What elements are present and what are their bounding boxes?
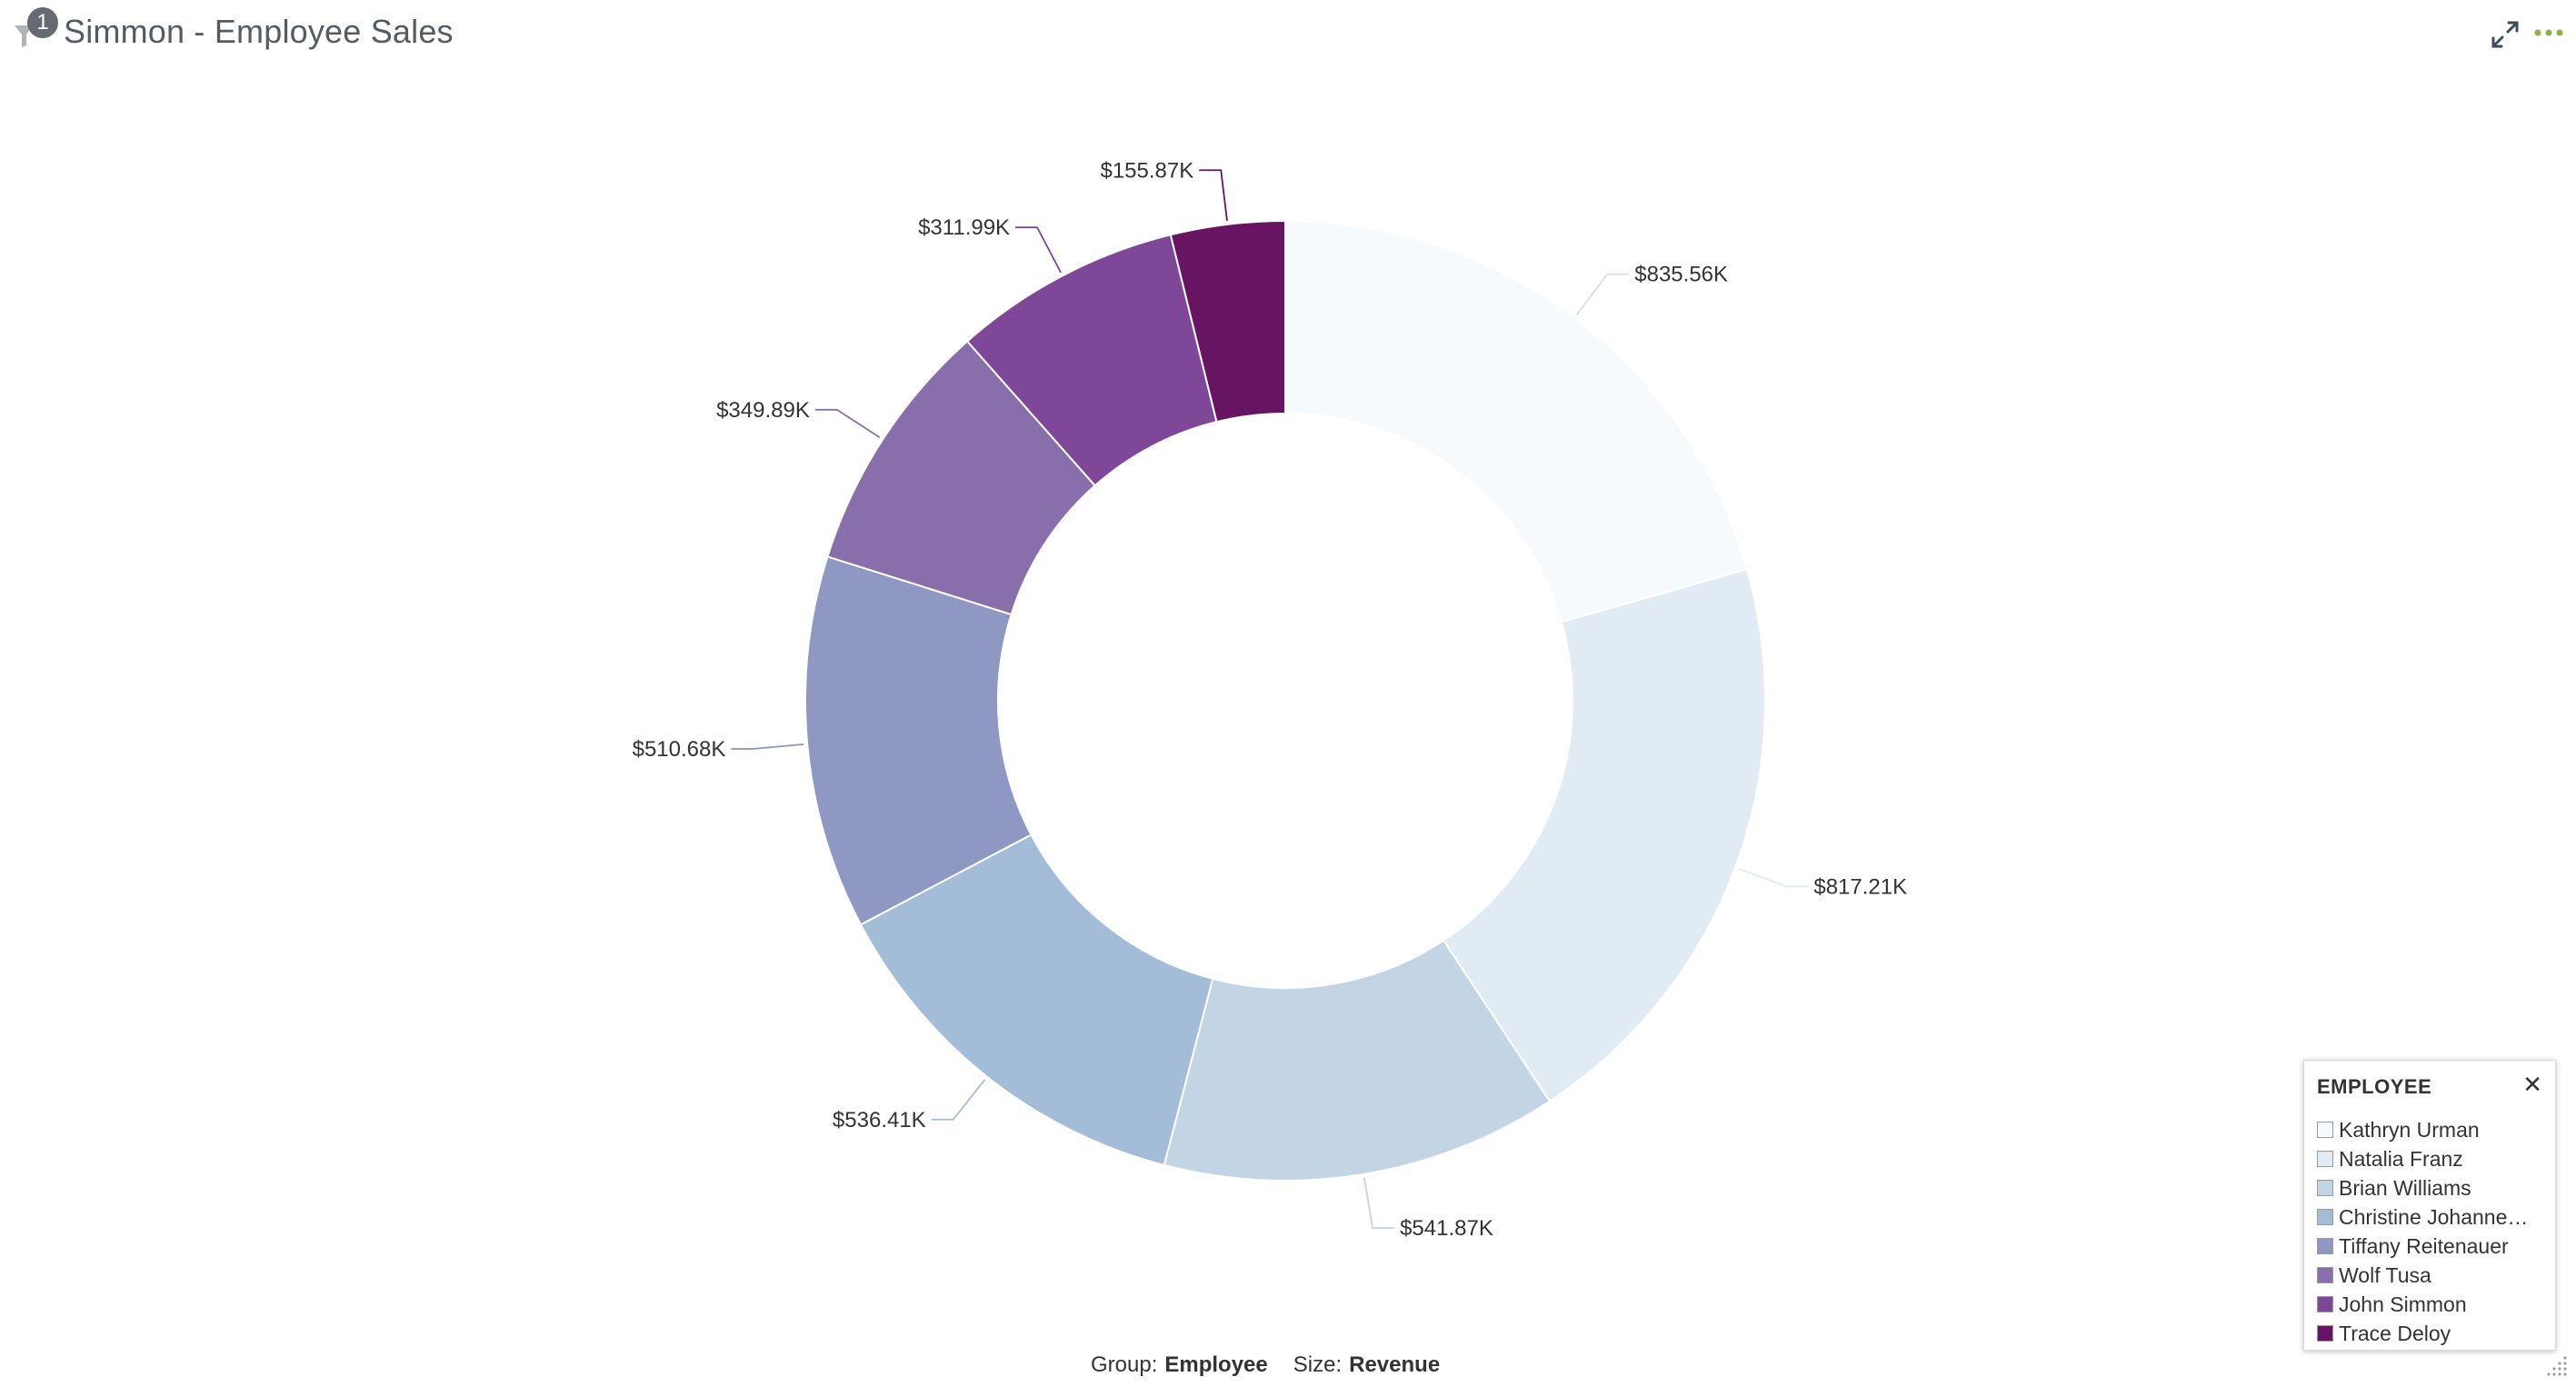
data-labels: $835.56K $817.21K $541.87K $536.41K $510.68K…: [633, 158, 1908, 1241]
data-label: $349.89K: [716, 398, 810, 423]
filter-icon[interactable]: [13, 13, 60, 49]
legend-label: John Simmon: [2339, 1292, 2467, 1316]
data-label: $541.87K: [1400, 1216, 1493, 1241]
donut-slice[interactable]: [1284, 219, 1749, 624]
label-leader-line: [1199, 169, 1228, 221]
donut-slice[interactable]: [1442, 568, 1766, 1103]
legend-swatch: [2317, 1325, 2333, 1342]
legend-swatch: [2317, 1267, 2333, 1283]
legend-item[interactable]: Christine Johanne…: [2317, 1202, 2542, 1232]
data-label: $835.56K: [1634, 263, 1728, 287]
legend-label: Tiffany Reitenauer: [2339, 1233, 2509, 1258]
legend-swatch: [2317, 1209, 2333, 1225]
group-label: Group:: [1091, 1352, 1158, 1377]
data-label: $536.41K: [833, 1108, 926, 1133]
label-leader-line: [814, 408, 881, 439]
legend-swatch: [2317, 1122, 2333, 1138]
legend-item[interactable]: Kathryn Urman: [2317, 1115, 2542, 1144]
legend-label: Christine Johanne…: [2339, 1204, 2529, 1229]
resize-grip-icon[interactable]: [2541, 1351, 2569, 1378]
donut-slice[interactable]: [859, 833, 1214, 1167]
widget-title: Simmon - Employee Sales: [64, 13, 454, 50]
legend-title: EMPLOYEE: [2317, 1075, 2432, 1098]
data-label: $817.21K: [1813, 874, 1907, 899]
legend-swatch: [2317, 1180, 2333, 1196]
legend-item[interactable]: Brian Williams: [2317, 1173, 2542, 1202]
close-icon[interactable]: ✕: [2522, 1072, 2542, 1099]
donut-slice[interactable]: [1163, 939, 1552, 1182]
label-leader-line: [731, 743, 804, 750]
legend-item[interactable]: John Simmon: [2317, 1290, 2542, 1319]
legend-swatch: [2317, 1151, 2333, 1167]
data-label: $155.87K: [1100, 158, 1193, 183]
expand-icon[interactable]: [2487, 16, 2523, 53]
filter-count-badge[interactable]: 1: [27, 7, 58, 38]
legend-label: Brian Williams: [2339, 1175, 2471, 1200]
donut-slices: [804, 219, 1766, 1182]
data-label: $311.99K: [918, 215, 1010, 240]
label-leader-line: [1015, 226, 1062, 274]
more-options-icon[interactable]: [2532, 22, 2565, 44]
size-value[interactable]: Revenue: [1349, 1352, 1441, 1377]
legend-swatch: [2317, 1238, 2333, 1254]
label-leader-lines: [731, 169, 1809, 1229]
legend-label: Wolf Tusa: [2339, 1262, 2431, 1287]
widget-header: 1 Simmon - Employee Sales: [0, 0, 2576, 73]
label-leader-line: [1363, 1177, 1395, 1229]
group-value[interactable]: Employee: [1164, 1352, 1268, 1377]
donut-slice[interactable]: [804, 555, 1033, 926]
donut-slice[interactable]: [1169, 219, 1286, 424]
legend-item[interactable]: Trace Deloy: [2317, 1319, 2542, 1348]
chart-encoding-footer: Group: Employee Size: Revenue: [1091, 1352, 1545, 1380]
legend-swatch: [2317, 1296, 2333, 1312]
legend-item[interactable]: Natalia Franz: [2317, 1144, 2542, 1173]
legend-item[interactable]: Wolf Tusa: [2317, 1261, 2542, 1290]
legend-label: Kathryn Urman: [2339, 1117, 2480, 1142]
legend-label: Natalia Franz: [2339, 1146, 2463, 1171]
data-label: $510.68K: [633, 737, 726, 762]
size-label: Size:: [1293, 1352, 1343, 1377]
legend-item[interactable]: Tiffany Reitenauer: [2317, 1232, 2542, 1261]
label-leader-line: [1575, 273, 1630, 315]
label-leader-line: [1738, 868, 1809, 888]
legend-label: Trace Deloy: [2339, 1321, 2451, 1345]
legend-panel: EMPLOYEE ✕ Kathryn Urman Natalia Franz Bri…: [2303, 1060, 2556, 1351]
label-leader-line: [931, 1079, 986, 1121]
legend-list: Kathryn Urman Natalia Franz Brian Williams…: [2317, 1115, 2542, 1348]
